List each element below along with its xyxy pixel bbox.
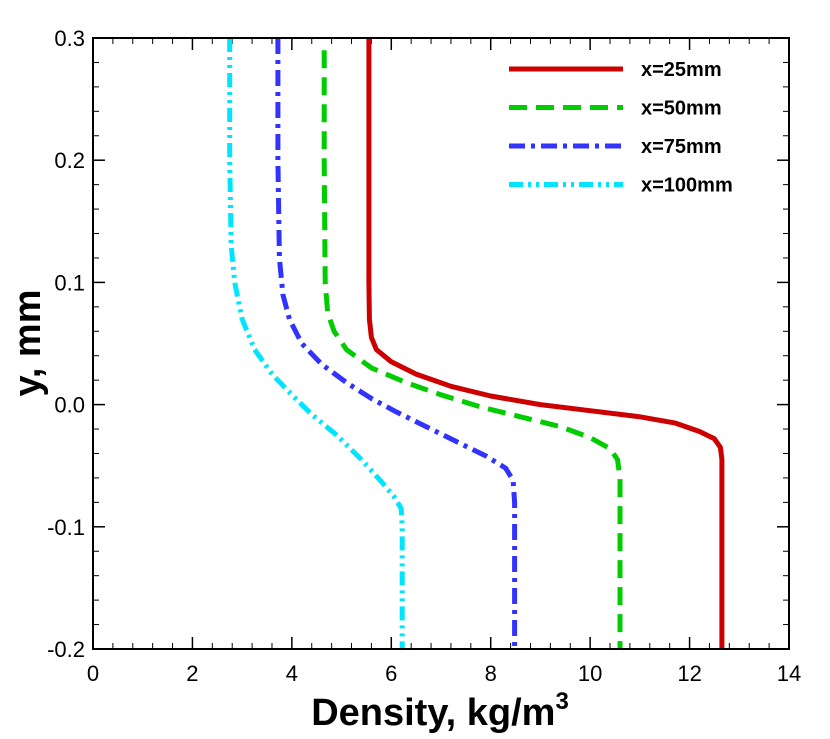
- y-tick-label: -0.1: [47, 515, 85, 540]
- x-tick-label: 6: [385, 661, 397, 686]
- x-tick-labels: 0 2 4 6 8 10 12 14: [87, 661, 801, 686]
- x-tick-label: 10: [578, 661, 602, 686]
- legend-label: x=75mm: [641, 136, 722, 158]
- legend-label: x=100mm: [641, 175, 733, 197]
- x-tick-label: 0: [87, 661, 99, 686]
- y-axis-title: y, mm: [7, 289, 49, 396]
- series-lines: [227, 38, 725, 649]
- series-line-x=25mm: [366, 38, 725, 649]
- series-line-x=75mm: [275, 38, 518, 649]
- x-tick-label: 12: [677, 661, 701, 686]
- x-tick-label: 8: [485, 661, 497, 686]
- x-tick-label: 14: [777, 661, 801, 686]
- x-tick-label: 2: [186, 661, 198, 686]
- series-line-x=50mm: [321, 50, 623, 649]
- x-axis-title: Density, kg/m3: [311, 688, 569, 734]
- x-axis-title-text: Density, kg/m: [311, 692, 555, 734]
- x-tick-label: 4: [286, 661, 298, 686]
- y-tick-label: 0.1: [54, 270, 85, 295]
- legend: x=25mm x=50mm x=75mm x=100mm: [509, 59, 733, 197]
- series-line-x=100mm: [227, 38, 405, 649]
- y-tick-label: 0.3: [54, 26, 85, 51]
- y-tick-label: -0.2: [47, 637, 85, 662]
- plot-frame: [92, 37, 790, 650]
- legend-label: x=50mm: [641, 98, 722, 120]
- y-tick-labels: -0.2 -0.1 0.0 0.1 0.2 0.3: [47, 26, 85, 662]
- x-axis-title-superscript: 3: [555, 688, 568, 715]
- y-tick-label: 0.2: [54, 148, 85, 173]
- legend-label: x=25mm: [641, 59, 722, 81]
- y-tick-label: 0.0: [54, 393, 85, 418]
